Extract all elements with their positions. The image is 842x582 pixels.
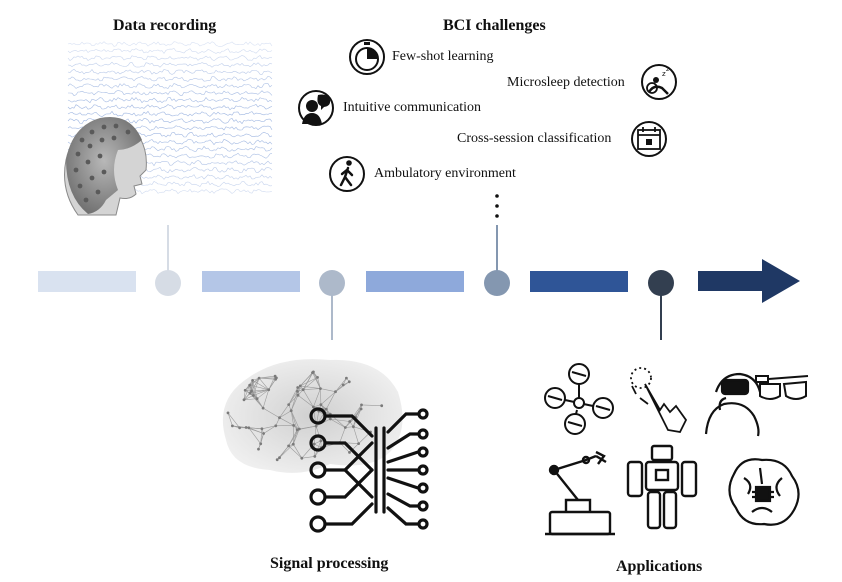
timeline-segment-4 — [530, 271, 628, 292]
timeline-segment-2 — [202, 271, 300, 292]
eeg-cap-head-icon — [64, 116, 147, 216]
timeline-dot-3 — [484, 270, 510, 296]
brain-chip-icon — [728, 458, 800, 526]
touch-gesture-icon — [630, 367, 688, 433]
calendar-icon — [631, 121, 667, 157]
data-recording-title: Data recording — [113, 17, 217, 34]
walking-person-icon — [329, 156, 365, 192]
stopwatch-icon — [349, 39, 385, 75]
challenge-few-shot-learning: Few-shot learning — [392, 49, 494, 64]
more-challenges-ellipsis — [495, 194, 499, 218]
timeline-arrow — [698, 259, 800, 303]
smart-glasses-icon — [755, 375, 809, 400]
vr-headset-icon — [704, 372, 762, 437]
svg-text:z: z — [662, 70, 666, 78]
challenge-ambulatory-environment: Ambulatory environment — [374, 166, 516, 181]
timeline-bar — [38, 225, 800, 340]
drowsy-driver-icon: z z — [641, 64, 677, 100]
timeline-segment-3 — [366, 271, 464, 292]
timeline-dot-4 — [648, 270, 674, 296]
timeline-dot-1 — [155, 270, 181, 296]
timeline-segment-1 — [38, 271, 136, 292]
applications-title: Applications — [616, 558, 703, 575]
signal-processing-title: Signal processing — [270, 555, 389, 572]
challenge-cross-session-classification: Cross-session classification — [457, 131, 612, 146]
challenge-microsleep-detection: Microsleep detection — [507, 75, 625, 90]
challenge-intuitive-communication: Intuitive communication — [343, 100, 482, 115]
humanoid-robot-icon — [626, 444, 698, 530]
speaking-head-icon — [298, 90, 334, 126]
timeline-dot-2 — [319, 270, 345, 296]
robotic-arm-icon — [545, 450, 615, 536]
circuit-icon — [309, 407, 429, 533]
svg-text:z: z — [666, 66, 669, 73]
bci-challenges-title: BCI challenges — [443, 17, 546, 34]
drone-icon — [544, 363, 614, 435]
